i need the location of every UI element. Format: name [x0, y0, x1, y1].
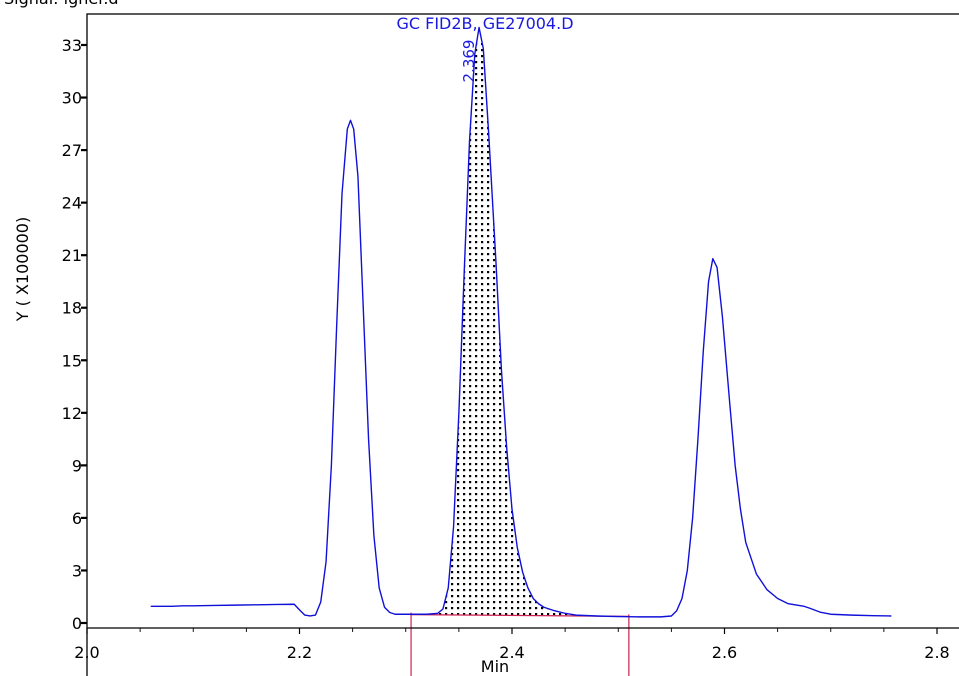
y-tick-label: 9	[72, 456, 82, 475]
y-tick-label: 15	[62, 351, 82, 370]
y-axis-label: Y ( X100000)	[13, 217, 32, 322]
y-tick-label: 30	[62, 89, 82, 108]
header-clipped-text: Signal: igner.d	[4, 0, 119, 8]
peak-label: 2.369	[460, 40, 478, 83]
x-tick-label: 2.2	[287, 643, 312, 662]
y-tick-label: 33	[62, 36, 82, 55]
y-tick-label: 18	[62, 299, 82, 318]
x-tick-label: 2.6	[712, 643, 737, 662]
y-tick-label: 21	[62, 246, 82, 265]
y-tick-label: 27	[62, 141, 82, 160]
y-tick-label: 12	[62, 404, 82, 423]
plot-frame	[86, 13, 959, 676]
x-tick-label: 2.8	[924, 643, 949, 662]
y-tick-label: 6	[72, 509, 82, 528]
y-tick-label: 24	[62, 194, 82, 213]
chart-title: GC FID2B, GE27004.D	[396, 14, 573, 33]
integrated-peak-area	[437, 27, 597, 617]
series-line-signal	[150, 26, 892, 618]
x-tick-label: 2.4	[499, 643, 524, 662]
x-tick-label: 2.0	[74, 643, 99, 662]
x-axis-label: Min	[481, 657, 509, 676]
y-tick-label: 0	[72, 614, 82, 633]
y-tick-label: 3	[72, 561, 82, 580]
